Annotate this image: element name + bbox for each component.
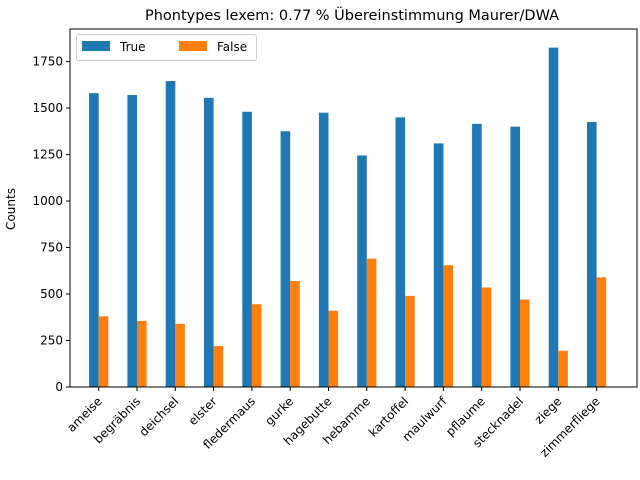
bar-false-elster [213,346,224,387]
y-tick-label: 1250 [32,148,63,162]
legend-box [76,34,257,61]
legend-label-false: False [217,40,247,54]
bar-true-hebamme [357,155,367,387]
y-tick-label: 750 [40,241,63,255]
y-tick-label: 250 [40,334,63,348]
bar-true-ziege [548,47,559,387]
bar-true-fledermaus [242,111,252,388]
chart-title: Phontypes lexem: 0.77 % Übereinstimmung … [145,6,559,24]
y-tick-label: 1500 [32,101,63,115]
bar-true-ameise [89,93,99,387]
bar-true-maulwurf [433,143,444,387]
bar-false-hagebutte [328,310,339,387]
bar-false-zimmerfliege [596,277,607,387]
bar-false-maulwurf [443,265,453,387]
bar-false-ziege [558,350,568,387]
legend-label-true: True [119,40,146,54]
bar-true-elster [204,97,214,387]
y-tick-label: 1750 [32,55,63,69]
legend: True False [76,34,257,61]
bar-true-gurke [280,131,291,387]
bar-true-hagebutte [318,112,329,388]
bar-false-fledermaus [251,304,262,387]
bars-group [89,47,607,388]
y-axis: 0 250 500 750 1000 1250 1500 1750 [32,55,70,394]
bar-true-kartoffel [395,117,406,388]
legend-swatch-true [82,41,110,51]
bar-false-begräbnis [137,320,147,387]
bar-false-stecknadel [520,299,530,387]
bar-false-kartoffel [405,295,415,387]
bar-true-pflaume [472,123,482,388]
y-tick-label: 1000 [32,194,63,208]
bar-false-deichsel [175,323,185,387]
bar-false-gurke [290,280,300,387]
legend-swatch-false [179,41,207,51]
bar-false-pflaume [481,287,492,387]
y-tick-label: 500 [40,287,63,301]
bar-true-stecknadel [510,126,520,388]
plot-frame [69,28,638,388]
bar-true-zimmerfliege [587,121,597,388]
bar-false-ameise [98,316,109,387]
bar-true-begräbnis [127,95,137,387]
y-axis-label: Counts [4,188,18,230]
y-tick-label: 0 [55,380,63,394]
bar-false-hebamme [366,258,377,387]
bar-true-deichsel [165,81,176,387]
